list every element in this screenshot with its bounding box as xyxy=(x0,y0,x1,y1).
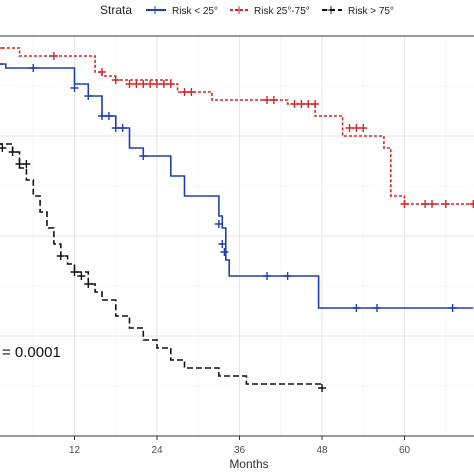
censor-mark xyxy=(118,124,127,132)
censor-mark xyxy=(125,80,134,88)
censor-mark xyxy=(304,100,313,108)
x-tick-label: 24 xyxy=(151,445,163,456)
censor-mark xyxy=(84,92,93,100)
censor-mark xyxy=(77,272,86,280)
censor-mark xyxy=(428,200,436,208)
censor-mark xyxy=(311,100,320,108)
censor-mark xyxy=(0,63,3,65)
censor-mark xyxy=(139,152,148,160)
x-axis-title: Months xyxy=(229,457,268,471)
censor-mark xyxy=(146,80,155,88)
censor-mark xyxy=(0,144,7,152)
series-risk-low xyxy=(0,63,474,312)
censor-mark xyxy=(159,80,168,88)
censor-mark xyxy=(56,252,65,260)
survival-curve xyxy=(0,63,474,309)
censor-mark xyxy=(269,96,278,104)
series-risk-high xyxy=(0,143,326,392)
censor-mark xyxy=(111,124,120,132)
censor-mark xyxy=(352,124,361,132)
x-tick-label: 48 xyxy=(316,445,328,456)
legend-item-risk-low: + Risk < 25° xyxy=(146,3,218,17)
censor-mark xyxy=(8,148,17,156)
censor-mark xyxy=(0,143,3,145)
legend-key-mark: + xyxy=(150,3,160,17)
censor-mark xyxy=(111,76,120,84)
censor-mark xyxy=(180,88,189,96)
grid xyxy=(0,36,474,436)
legend-label-risk-high: Risk > 75° xyxy=(348,6,394,17)
censor-mark xyxy=(352,304,361,312)
x-tick-label: 12 xyxy=(69,445,81,456)
legend-item-risk-mid: + Risk 25°-75° xyxy=(230,3,310,17)
censor-mark xyxy=(153,80,161,88)
censor-mark xyxy=(318,384,326,392)
censor-mark xyxy=(214,220,223,228)
legend-label-risk-mid: Risk 25°-75° xyxy=(254,6,310,17)
p-value-annotation: = 0.0001 xyxy=(2,344,61,361)
censor-mark xyxy=(469,200,474,208)
series-risk-mid xyxy=(0,47,474,208)
censor-mark xyxy=(84,280,93,288)
censor-mark xyxy=(290,100,299,108)
censor-mark xyxy=(359,124,368,132)
censor-mark xyxy=(187,88,196,96)
censor-mark xyxy=(166,80,175,88)
legend-label-risk-low: Risk < 25° xyxy=(172,6,218,17)
series-layer xyxy=(0,47,474,392)
censor-mark xyxy=(98,112,106,120)
censor-mark xyxy=(22,160,31,168)
censor-mark xyxy=(0,47,3,49)
censor-mark xyxy=(448,304,457,312)
censor-mark xyxy=(283,272,292,280)
censor-mark xyxy=(345,124,354,132)
censor-mark xyxy=(139,80,148,88)
censor-mark xyxy=(297,100,306,108)
censor-mark xyxy=(70,268,79,276)
legend: Strata + Risk < 25° + Risk 25°-75° + Ris… xyxy=(100,3,394,17)
legend-key-mark: + xyxy=(234,3,244,17)
x-tick-label: 36 xyxy=(234,445,246,456)
x-tick-label: 60 xyxy=(399,445,411,456)
censor-mark xyxy=(421,200,430,208)
censor-mark xyxy=(98,68,106,76)
censor-mark xyxy=(49,52,58,60)
legend-item-risk-high: + Risk > 75° xyxy=(322,3,394,17)
censor-mark xyxy=(373,304,381,312)
censor-mark xyxy=(441,200,450,208)
censor-mark xyxy=(220,248,229,256)
censor-mark xyxy=(29,64,38,72)
legend-title: Strata xyxy=(100,3,132,17)
censor-mark xyxy=(263,272,271,280)
censor-mark xyxy=(15,160,24,168)
x-axis-ticks: 12 24 36 48 60 xyxy=(69,436,411,456)
censor-mark xyxy=(70,84,79,92)
censor-mark xyxy=(132,80,141,88)
legend-key-mark: + xyxy=(326,3,336,17)
censor-mark xyxy=(400,200,409,208)
censor-mark xyxy=(218,240,227,248)
censor-mark xyxy=(104,112,113,120)
censor-mark xyxy=(263,96,271,104)
